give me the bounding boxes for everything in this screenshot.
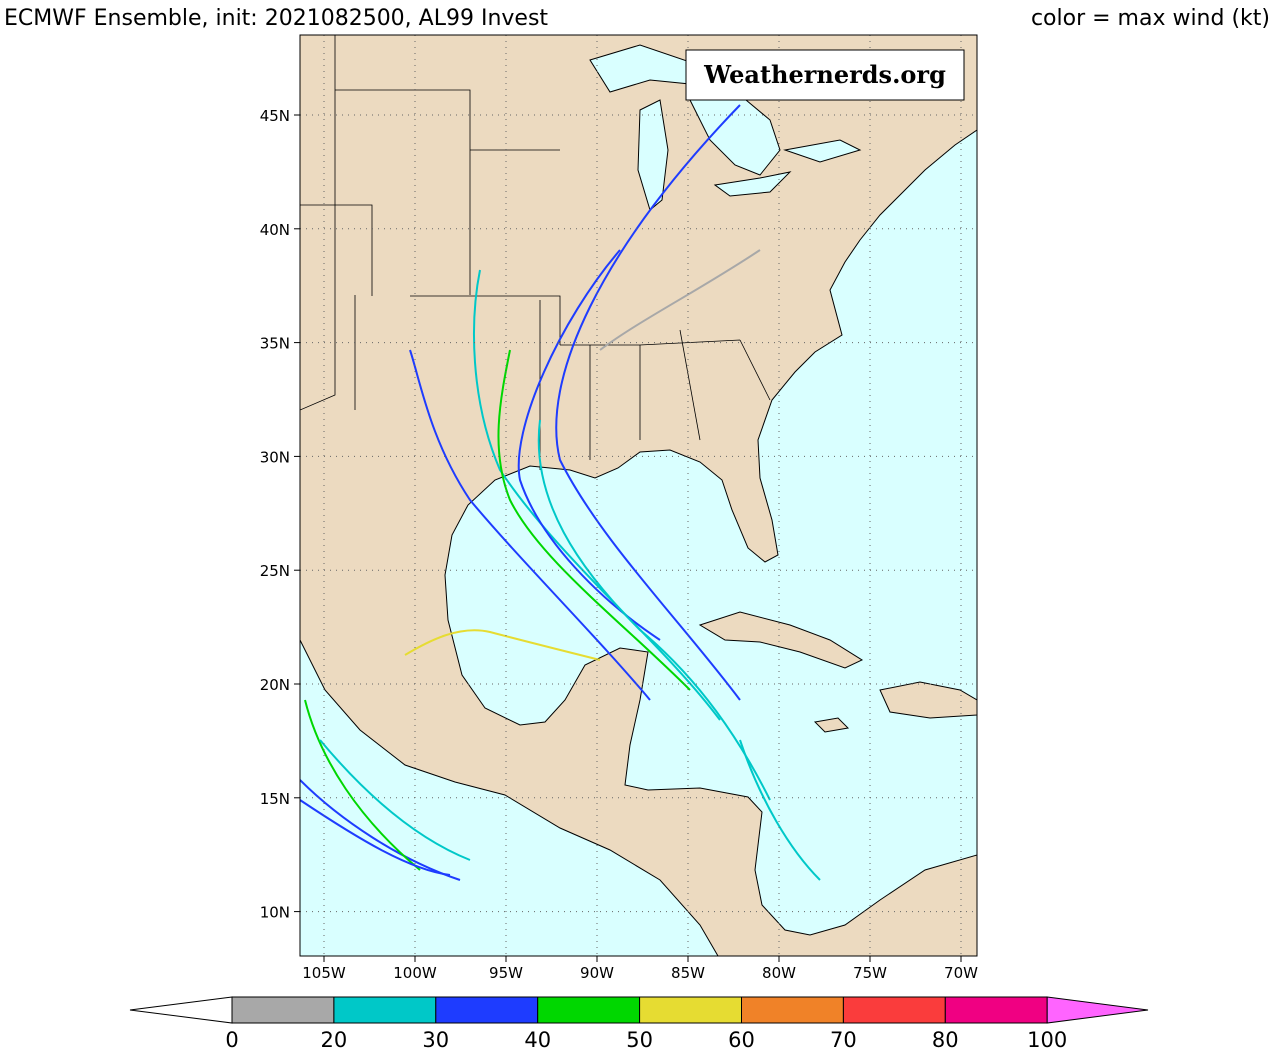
lat-label: 30N xyxy=(260,448,290,466)
over-arrow xyxy=(1046,996,1149,1024)
lon-label: 100W xyxy=(393,964,437,982)
colorbar-segment xyxy=(639,996,742,1024)
colorbar-segment xyxy=(333,996,437,1024)
jamaica xyxy=(813,717,850,733)
lat-label: 25N xyxy=(260,562,290,580)
colorbar-label: 80 xyxy=(932,1028,959,1052)
colorbar-segment xyxy=(741,996,844,1024)
lon-label: 105W xyxy=(302,964,346,982)
borders xyxy=(300,35,771,470)
lat-label: 10N xyxy=(260,904,290,922)
colorbar-label: 0 xyxy=(225,1028,238,1052)
lat-label: 35N xyxy=(260,335,290,353)
colorbar: 0 20 30 40 50 60 70 80 100 xyxy=(129,996,1149,1052)
watermark-box xyxy=(685,49,965,101)
lon-label: 85W xyxy=(671,964,705,982)
lat-label: 20N xyxy=(260,676,290,694)
map-frame xyxy=(299,34,978,957)
colorbar-label: 50 xyxy=(626,1028,653,1052)
colorbar-segment xyxy=(842,996,946,1024)
under-arrow xyxy=(129,996,233,1024)
cuba xyxy=(698,611,864,669)
colorbar-label: 30 xyxy=(422,1028,449,1052)
lon-label: 75W xyxy=(853,964,887,982)
lon-label: 70W xyxy=(944,964,978,982)
lat-label: 40N xyxy=(260,221,290,239)
lon-label: 90W xyxy=(580,964,614,982)
watermark: Weathernerds.org xyxy=(703,60,946,89)
tracks xyxy=(300,104,821,881)
colorbar-segment xyxy=(435,996,539,1024)
colorbar-label: 60 xyxy=(728,1028,755,1052)
colorbar-label: 100 xyxy=(1027,1028,1067,1052)
lon-label: 80W xyxy=(762,964,796,982)
lat-label: 15N xyxy=(260,790,290,808)
map xyxy=(300,35,977,956)
colorbar-label: 20 xyxy=(321,1028,348,1052)
lat-label: 45N xyxy=(260,107,290,125)
graticule: 45N 40N 35N 30N 25N 20N 15N 10N 105W 100W 95W 90W 85… xyxy=(260,35,978,982)
hispaniola xyxy=(879,681,977,719)
colorbar-label: 40 xyxy=(524,1028,551,1052)
colorbar-segment xyxy=(944,996,1048,1024)
colorbar-segment xyxy=(537,996,641,1024)
land xyxy=(300,35,977,956)
colorbar-label: 70 xyxy=(830,1028,857,1052)
colorbar-segment xyxy=(231,996,335,1024)
title: ECMWF Ensemble, init: 2021082500, AL99 I… xyxy=(4,6,548,31)
lon-label: 95W xyxy=(489,964,523,982)
legend-note: color = max wind (kt) xyxy=(1031,6,1270,31)
